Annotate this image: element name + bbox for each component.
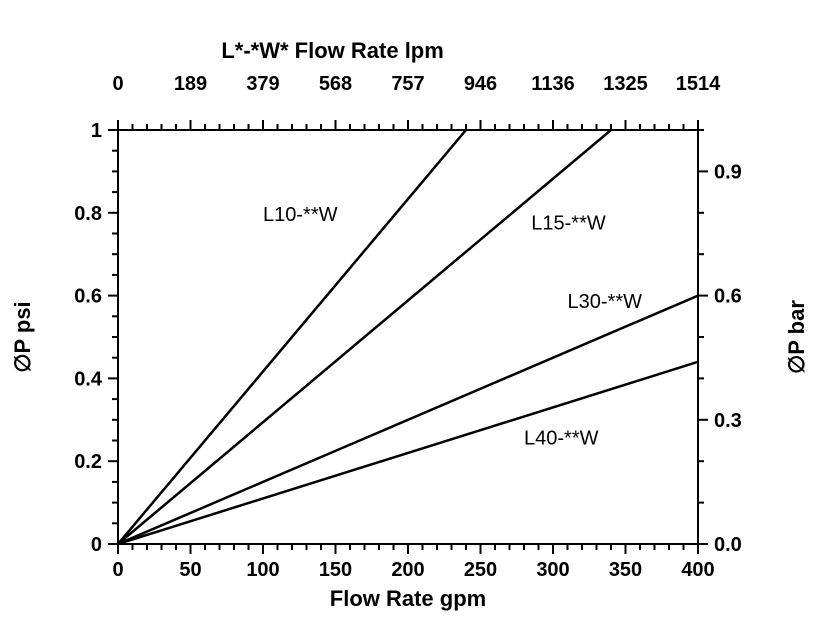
- series-L10-**W: [118, 130, 466, 544]
- series-L30-**W: [118, 296, 698, 544]
- svg-text:1514: 1514: [676, 73, 721, 95]
- svg-text:150: 150: [319, 559, 352, 581]
- svg-text:0.3: 0.3: [714, 410, 742, 432]
- svg-text:568: 568: [319, 73, 352, 95]
- svg-text:300: 300: [536, 559, 569, 581]
- svg-text:189: 189: [174, 73, 207, 95]
- svg-text:0: 0: [91, 534, 102, 556]
- svg-text:757: 757: [391, 73, 424, 95]
- svg-text:400: 400: [681, 559, 714, 581]
- series-label-L10-**W: L10-**W: [263, 204, 338, 226]
- svg-text:0.9: 0.9: [714, 161, 742, 183]
- svg-text:379: 379: [246, 73, 279, 95]
- axis-title-right: ∅P bar: [784, 300, 809, 374]
- svg-text:0: 0: [112, 73, 123, 95]
- axis-title-left: ∅P psi: [10, 301, 35, 372]
- svg-text:350: 350: [609, 559, 642, 581]
- svg-text:200: 200: [391, 559, 424, 581]
- svg-text:1325: 1325: [603, 73, 648, 95]
- series-L15-**W: [118, 130, 611, 544]
- svg-text:1: 1: [91, 120, 102, 142]
- svg-text:0.8: 0.8: [74, 203, 102, 225]
- series-L40-**W: [118, 362, 698, 544]
- chart-container: 0 50 100 150 200 250 300 350 400 0 189 379 568 757 946…: [0, 0, 828, 640]
- series-label-L15-**W: L15-**W: [531, 212, 606, 234]
- svg-text:250: 250: [464, 559, 497, 581]
- axis-title-top: L*-*W* Flow Rate lpm: [221, 38, 443, 63]
- svg-text:0: 0: [112, 559, 123, 581]
- svg-text:0.2: 0.2: [74, 451, 102, 473]
- svg-text:0.6: 0.6: [714, 286, 742, 308]
- series-label-L30-**W: L30-**W: [568, 291, 643, 313]
- svg-text:0.6: 0.6: [74, 286, 102, 308]
- svg-text:0.0: 0.0: [714, 534, 742, 556]
- pressure-flow-chart: 0 50 100 150 200 250 300 350 400 0 189 379 568 757 946…: [0, 0, 828, 640]
- svg-text:100: 100: [246, 559, 279, 581]
- series-label-L40-**W: L40-**W: [524, 428, 599, 450]
- svg-text:1136: 1136: [531, 73, 574, 95]
- svg-text:0.4: 0.4: [74, 368, 103, 390]
- axis-title-bottom: Flow Rate gpm: [330, 586, 486, 611]
- svg-text:946: 946: [464, 73, 497, 95]
- svg-text:50: 50: [179, 559, 201, 581]
